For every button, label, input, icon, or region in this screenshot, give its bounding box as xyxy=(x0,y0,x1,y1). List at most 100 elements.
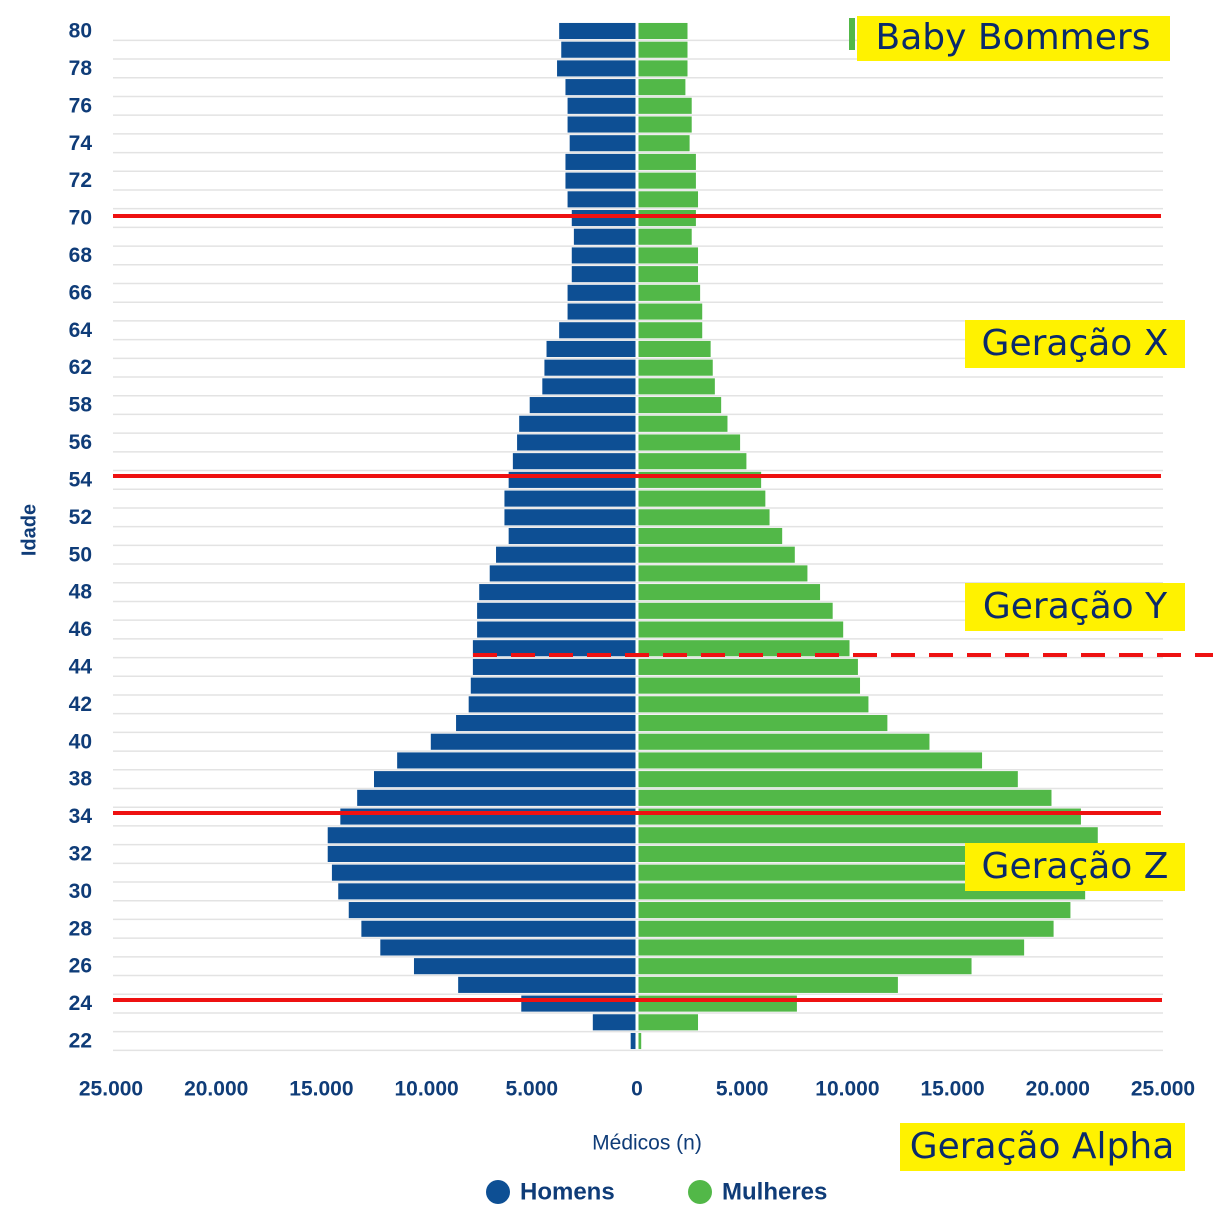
y-tick-label: 80 xyxy=(69,20,92,43)
bar xyxy=(638,135,690,152)
bar xyxy=(340,808,636,825)
bar xyxy=(638,565,808,582)
bar xyxy=(571,266,636,283)
bar xyxy=(638,172,696,189)
y-tick-label: 66 xyxy=(69,281,92,304)
bar xyxy=(638,976,898,993)
annotation-bg xyxy=(857,16,1170,61)
bar xyxy=(569,135,636,152)
bar xyxy=(638,995,797,1012)
bar xyxy=(504,509,636,526)
bar xyxy=(638,322,703,339)
y-tick-label: 24 xyxy=(69,992,93,1015)
bar xyxy=(380,939,636,956)
x-tick-label: 5.000 xyxy=(716,1078,769,1101)
y-tick-label: 68 xyxy=(69,244,93,267)
bar xyxy=(638,266,699,283)
bar xyxy=(638,602,833,619)
bar xyxy=(638,359,713,376)
bar xyxy=(638,228,692,245)
bar xyxy=(361,920,636,937)
legend-swatch xyxy=(688,1180,712,1204)
annotation-bg xyxy=(965,320,1185,368)
bar xyxy=(559,22,636,40)
bar xyxy=(496,546,636,563)
bar xyxy=(479,584,636,601)
bar xyxy=(638,490,766,507)
bar xyxy=(327,845,636,863)
marker xyxy=(849,18,855,50)
bar xyxy=(638,22,688,40)
bar xyxy=(489,565,636,582)
bar xyxy=(638,284,701,301)
bar xyxy=(565,79,636,96)
bar xyxy=(472,658,636,675)
y-tick-label: 48 xyxy=(69,581,93,604)
bar xyxy=(638,97,692,114)
bar xyxy=(519,415,636,432)
bar xyxy=(638,41,688,58)
y-tick-label: 62 xyxy=(69,356,92,379)
bar xyxy=(504,490,636,507)
y-tick-label: 70 xyxy=(69,207,92,230)
annotation-bg xyxy=(900,1123,1185,1171)
bar xyxy=(456,714,636,732)
annotation: Geração Alpha xyxy=(910,1126,1175,1167)
bar xyxy=(413,958,636,975)
bar xyxy=(638,677,861,694)
x-tick-label: 5.000 xyxy=(506,1078,559,1101)
bar xyxy=(638,771,1018,788)
bar xyxy=(567,303,636,320)
bar xyxy=(592,1014,636,1031)
bar xyxy=(638,209,696,227)
bar xyxy=(638,527,783,545)
x-tick-label: 25.000 xyxy=(1131,1078,1195,1101)
x-tick-label: 0 xyxy=(631,1078,643,1101)
bar xyxy=(638,808,1081,825)
annotation: Baby Bommers xyxy=(876,17,1151,58)
bar xyxy=(559,322,636,339)
bar xyxy=(571,247,636,264)
bar xyxy=(638,902,1071,919)
bar xyxy=(638,714,888,732)
x-tick-label: 10.000 xyxy=(394,1078,458,1101)
bar xyxy=(638,546,795,563)
bar xyxy=(638,733,930,750)
bar xyxy=(571,209,636,227)
y-tick-label: 64 xyxy=(69,319,93,342)
bar xyxy=(348,902,636,919)
bar xyxy=(561,41,636,58)
y-tick-label: 34 xyxy=(69,805,93,828)
bar xyxy=(638,303,703,320)
y-tick-label: 76 xyxy=(69,94,92,117)
y-tick-label: 56 xyxy=(69,431,92,454)
bar xyxy=(567,191,636,208)
y-tick-label: 74 xyxy=(69,132,93,155)
bar xyxy=(638,434,741,451)
bar xyxy=(567,97,636,114)
y-tick-label: 50 xyxy=(69,543,92,566)
bar xyxy=(638,621,844,638)
bar xyxy=(638,696,869,713)
y-tick-label: 42 xyxy=(69,693,92,716)
bar xyxy=(458,976,636,993)
bar xyxy=(638,79,686,96)
bar xyxy=(638,453,747,470)
y-tick-label: 22 xyxy=(69,1030,92,1053)
annotation-bg xyxy=(965,843,1185,891)
bar xyxy=(557,60,636,77)
legend-label: Homens xyxy=(520,1178,615,1205)
bar xyxy=(567,284,636,301)
x-axis-label: Médicos (n) xyxy=(592,1132,702,1155)
y-tick-label: 72 xyxy=(69,169,92,192)
y-tick-label: 54 xyxy=(69,468,93,491)
bar xyxy=(565,153,636,170)
y-axis-label: Idade xyxy=(18,504,40,556)
bar xyxy=(638,658,858,675)
y-tick-label: 52 xyxy=(69,506,92,529)
bar xyxy=(397,752,636,769)
y-tick-label: 38 xyxy=(69,768,93,791)
y-tick-label: 40 xyxy=(69,730,92,753)
bar xyxy=(638,584,821,601)
y-tick-label: 32 xyxy=(69,843,92,866)
